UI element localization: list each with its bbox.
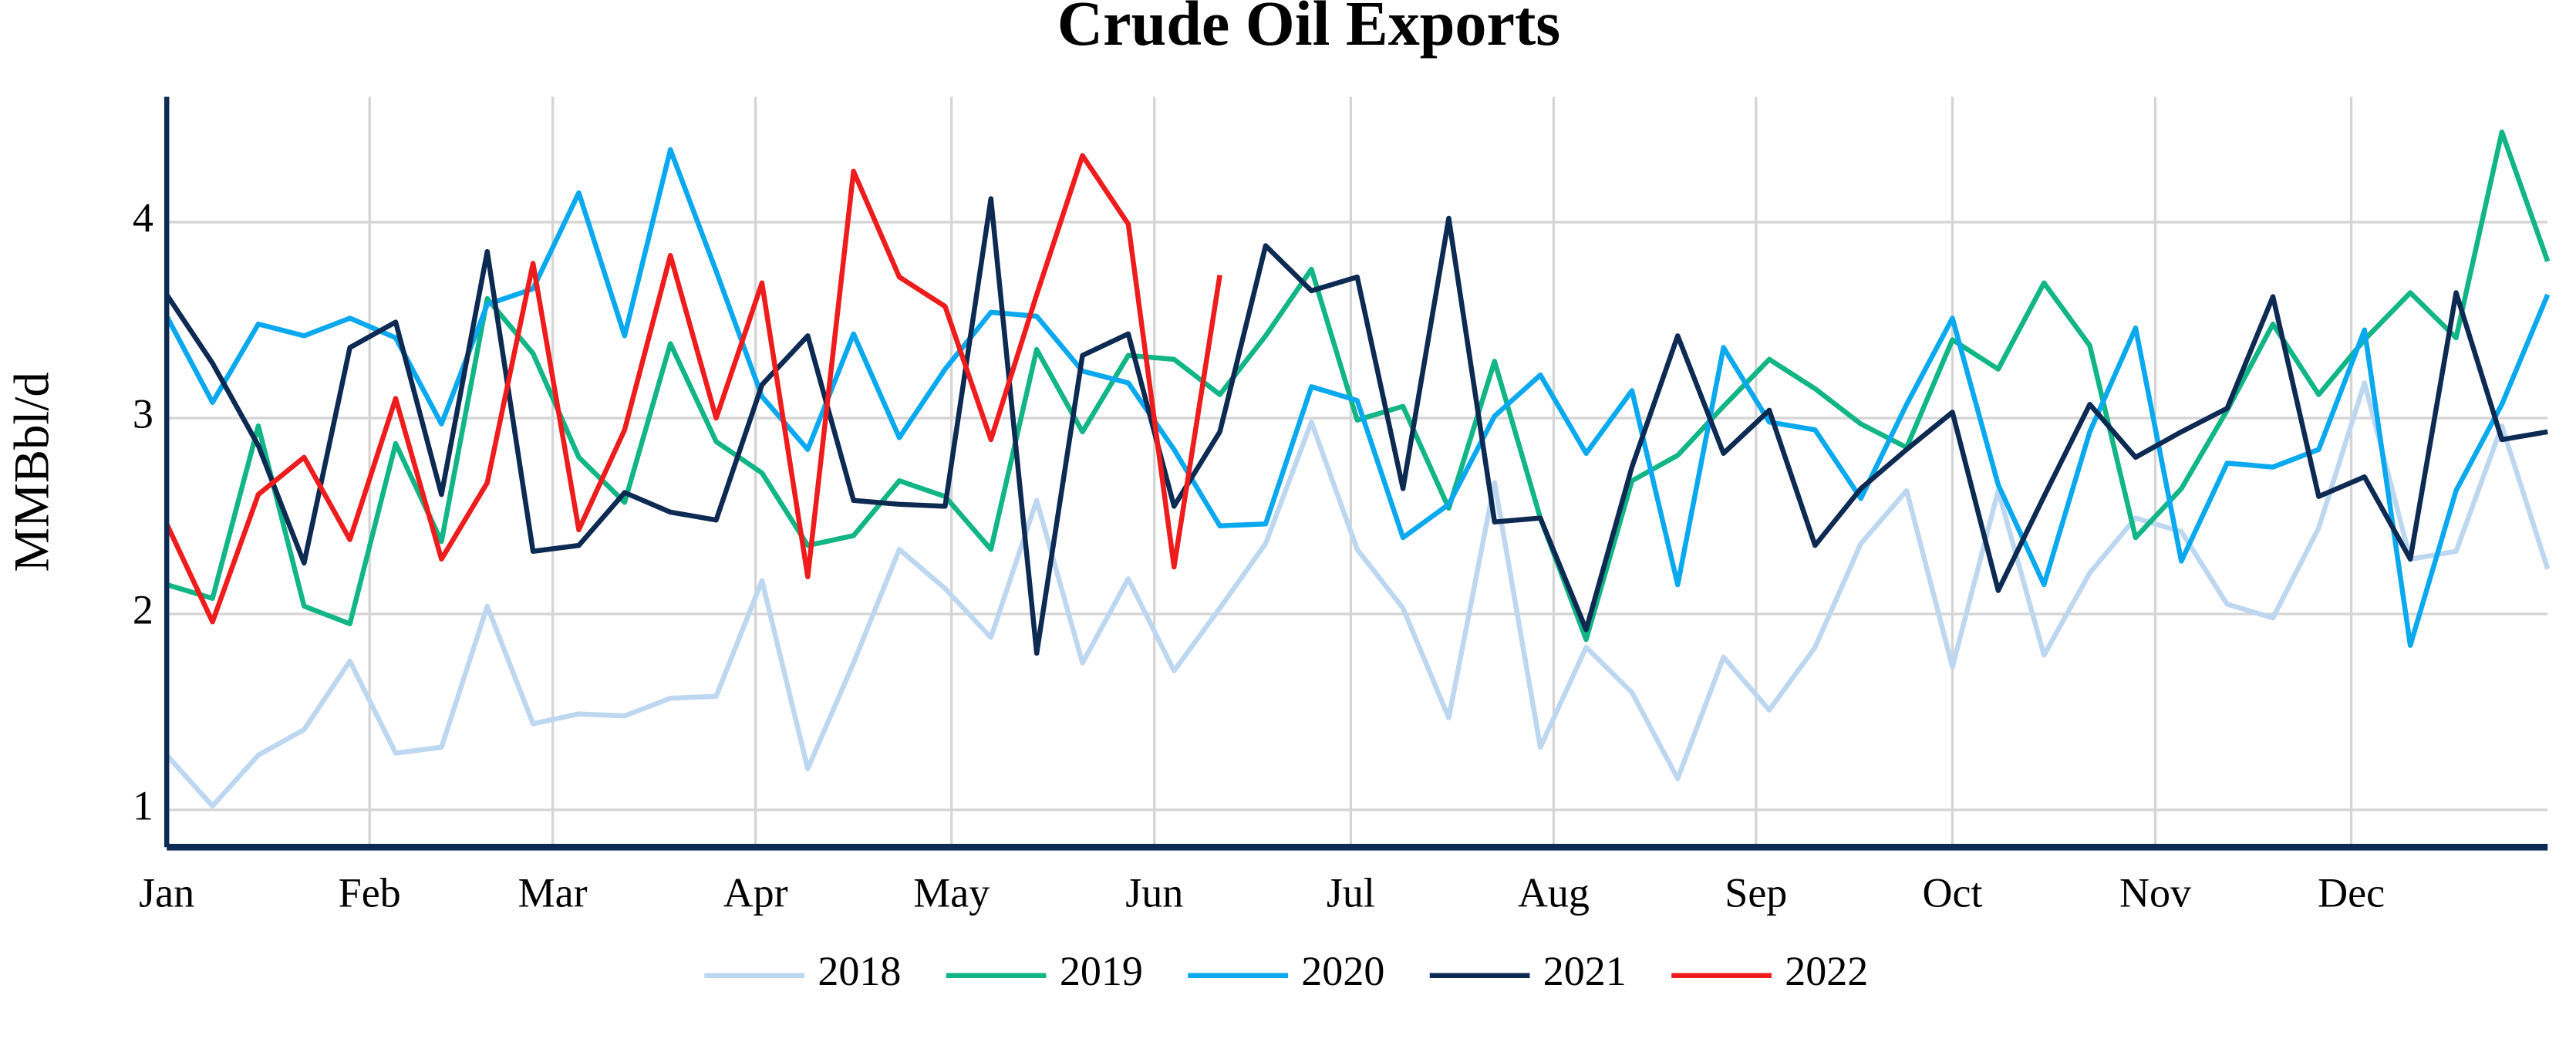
series-line (164, 153, 1222, 625)
series-line (164, 196, 2548, 656)
legend-label: 2021 (1543, 948, 1627, 994)
legend-label: 2018 (818, 948, 901, 994)
x-tick-label: Jan (139, 870, 194, 916)
y-tick-label: 3 (133, 390, 153, 437)
series-line (166, 129, 2551, 643)
x-tick-label: Apr (723, 870, 788, 916)
x-tick-label: Nov (2119, 870, 2192, 916)
x-tick-label: Dec (2318, 870, 2385, 916)
series-line (164, 147, 2551, 648)
x-tick-label: Feb (339, 870, 401, 916)
y-tick-label: 4 (133, 194, 153, 241)
plot-lines (164, 129, 2551, 809)
x-tick-label: Aug (1518, 870, 1590, 916)
x-tick-label: Oct (1922, 870, 1982, 916)
x-tick-label: May (913, 870, 990, 916)
chart-title: Crude Oil Exports (1057, 0, 1560, 59)
legend-label: 2022 (1785, 948, 1868, 994)
x-tick-label: Jun (1125, 870, 1183, 916)
y-tick-label: 1 (133, 782, 153, 828)
legend: 2018 2019 2020 2021 2022 (704, 948, 1868, 994)
x-tick-label: Sep (1725, 870, 1787, 916)
x-tick-label: Mar (518, 870, 588, 916)
y-tick-label: 2 (133, 586, 153, 632)
x-tick-label: Jul (1327, 870, 1375, 916)
legend-label: 2019 (1060, 948, 1143, 994)
y-axis-label: MMBbl/d (4, 372, 59, 572)
series-line (164, 380, 2551, 809)
legend-label: 2020 (1301, 948, 1384, 994)
